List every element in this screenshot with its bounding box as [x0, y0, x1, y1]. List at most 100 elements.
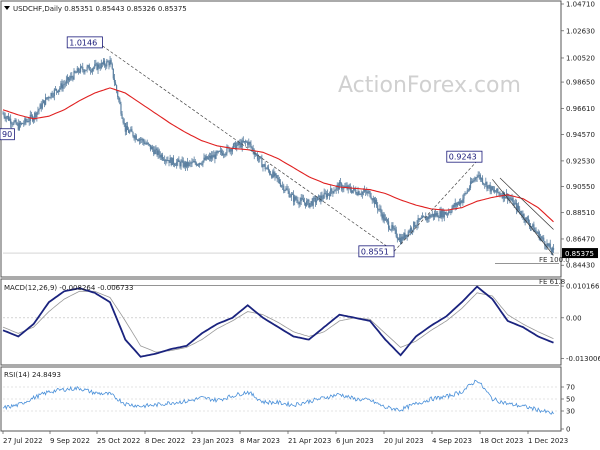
candle-body [237, 142, 239, 146]
candle-body [508, 197, 510, 200]
candle-body [5, 117, 7, 119]
candle-body [184, 162, 187, 167]
candle-body [489, 184, 491, 192]
candle-body [17, 123, 19, 130]
candle-body [263, 164, 265, 166]
candle-body [165, 160, 167, 162]
candle-body [396, 236, 398, 239]
candle-body [398, 237, 401, 241]
rsi-axis-label: 50 [566, 396, 575, 404]
candle-body [58, 89, 60, 93]
candle-body [191, 161, 193, 164]
candle-body [369, 191, 371, 197]
candle-body [125, 125, 128, 132]
candle-body [159, 154, 161, 158]
candle-body [15, 119, 17, 125]
candle-body [306, 200, 308, 206]
candle-body [254, 154, 256, 156]
candle-body [171, 157, 173, 166]
x-axis-label: 8 Dec 2022 [145, 437, 185, 445]
candle-body [444, 211, 446, 215]
candle-body [467, 189, 469, 191]
candle-body [114, 82, 117, 86]
candle-body [419, 218, 421, 220]
chevron-down-icon[interactable] [4, 6, 10, 10]
candle-body [477, 175, 479, 178]
candle-body [249, 142, 251, 144]
channel-line [492, 179, 554, 256]
candle-body [157, 150, 159, 156]
candle-body [96, 63, 98, 70]
candle-body [547, 243, 549, 246]
candle-body [327, 193, 330, 195]
candle-body [110, 60, 112, 65]
candle-body [360, 194, 362, 196]
candle-body [278, 179, 280, 184]
candle-body [119, 99, 121, 104]
candle-body [61, 83, 63, 89]
candle-body [454, 202, 456, 207]
candle-body [484, 183, 486, 185]
candle-body [220, 150, 223, 153]
rsi-axis-label: 70 [566, 384, 575, 392]
candle-body [197, 164, 200, 166]
candle-body [203, 157, 205, 161]
candle-body [83, 69, 85, 73]
candle-body [204, 157, 206, 160]
candle-body [202, 160, 204, 165]
candle-body [179, 161, 181, 167]
candle-body [52, 96, 54, 97]
candle-body [71, 75, 73, 78]
candle-body [296, 199, 298, 201]
candle-body [238, 142, 240, 145]
candle-body [36, 112, 38, 118]
candle-body [274, 173, 276, 177]
candle-body [516, 205, 519, 211]
price-annotation-label: 0.8551 [361, 247, 389, 256]
candle-body [308, 199, 310, 208]
candle-body [344, 186, 346, 188]
candle-body [74, 71, 76, 73]
candle-body [504, 197, 507, 199]
candle-body [429, 214, 431, 218]
candle-body [323, 192, 325, 199]
candle-body [472, 180, 474, 183]
candle-body [458, 201, 461, 205]
x-axis-label: 4 Sep 2023 [432, 437, 472, 445]
rsi-axis-label: 30 [566, 408, 575, 416]
candle-body [123, 122, 125, 124]
candle-body [424, 216, 426, 218]
candle-body [321, 195, 323, 199]
candle-body [430, 215, 432, 218]
candle-body [24, 118, 26, 124]
candle-body [199, 163, 201, 165]
candle-body [407, 231, 409, 237]
candle-body [380, 208, 382, 213]
x-axis-label: 25 Oct 2022 [97, 437, 140, 445]
candle-body [286, 188, 288, 190]
candle-body [138, 139, 141, 141]
candle-body [183, 162, 185, 167]
candle-body [455, 202, 457, 206]
candle-body [167, 160, 169, 161]
rsi-line [2, 379, 554, 415]
candle-body [231, 148, 233, 152]
candle-body [14, 119, 16, 122]
candle-body [331, 188, 333, 192]
candle-body [213, 154, 215, 158]
candle-body [461, 200, 463, 203]
candle-body [517, 205, 520, 210]
candle-body [25, 118, 27, 122]
price-axis-label: 0.98650 [566, 79, 595, 87]
candle-body [496, 188, 498, 193]
candle-body [402, 236, 404, 240]
candle-body [211, 155, 213, 159]
candle-body [242, 140, 244, 143]
candle-body [233, 142, 236, 144]
candle-body [413, 221, 415, 230]
candle-body [527, 218, 530, 224]
candle-body [99, 67, 101, 69]
candle-body [98, 64, 100, 68]
candle-body [279, 183, 282, 187]
